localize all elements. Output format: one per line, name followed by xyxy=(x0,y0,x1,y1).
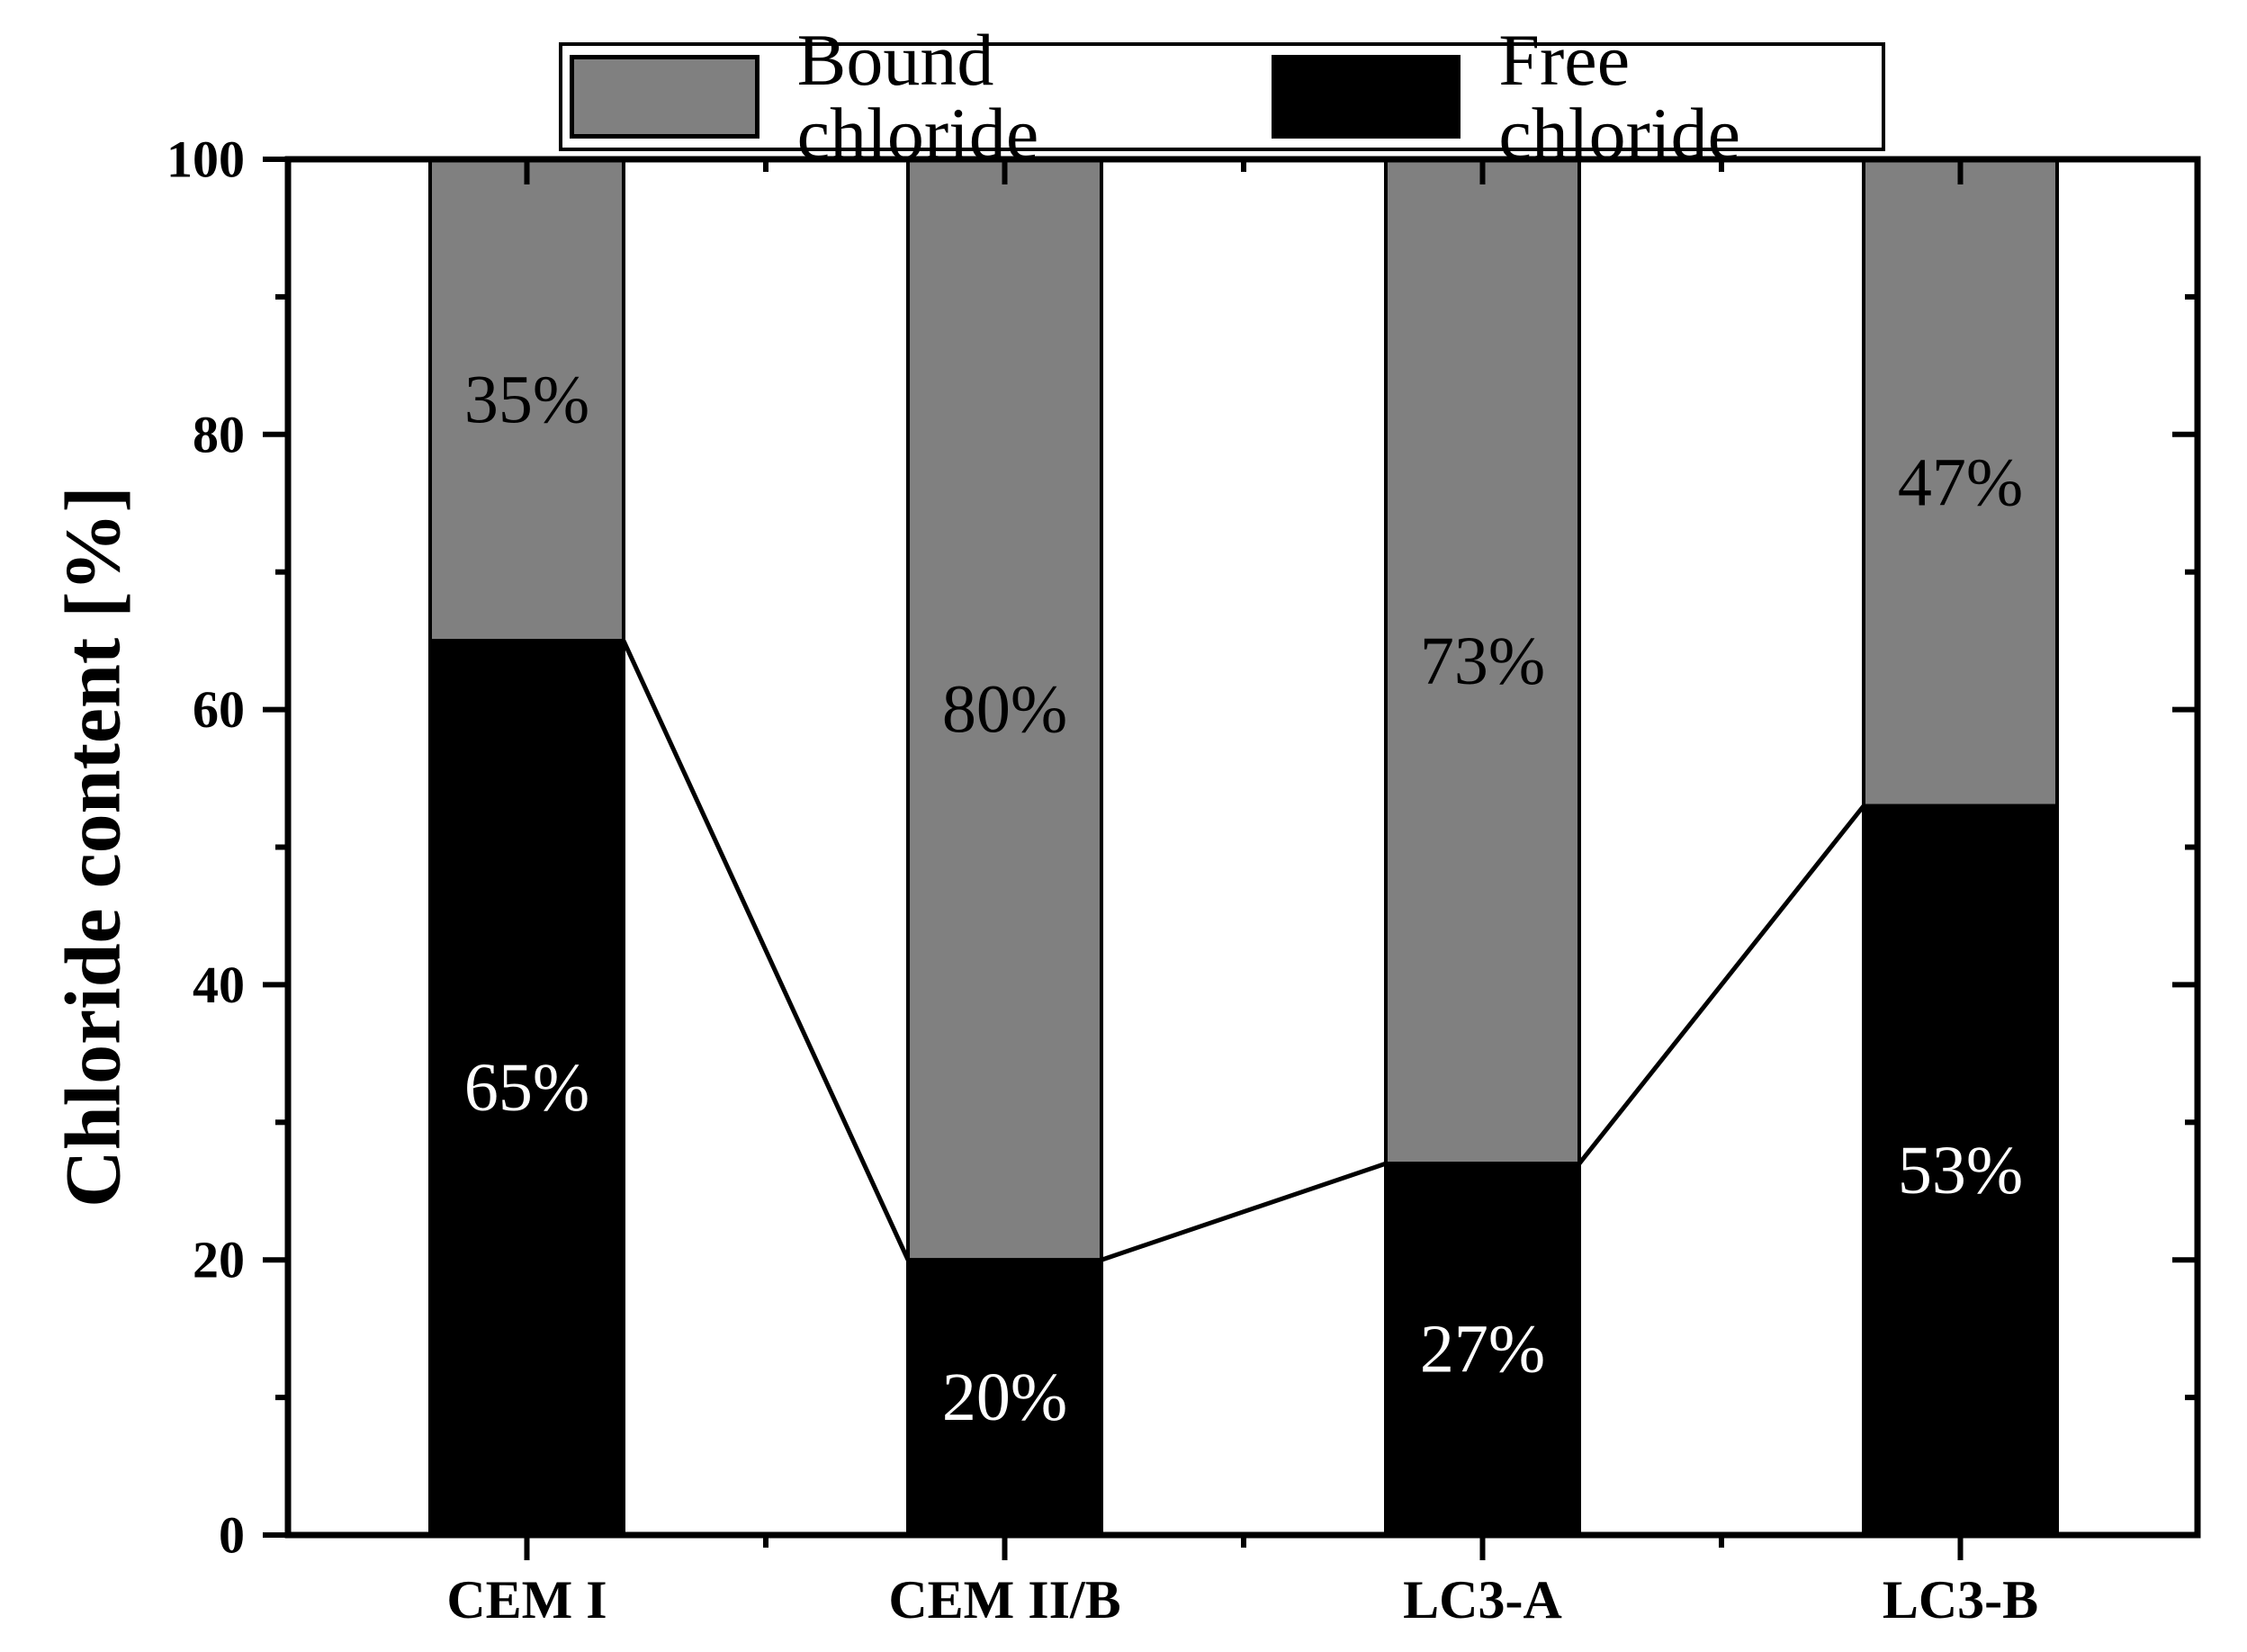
bar-label-free-1: 20% xyxy=(942,1360,1067,1435)
legend-label-1: Free chloride xyxy=(1498,18,1741,175)
bar-segment-free-0 xyxy=(428,639,625,1537)
bar-label-bound-2: 73% xyxy=(1420,624,1545,699)
y-tick-label-0: 0 xyxy=(219,1506,245,1565)
bar-label-bound-0: 35% xyxy=(464,363,589,438)
y-tick-label-20: 20 xyxy=(193,1231,245,1289)
category-label-2: LC3-A xyxy=(1403,1570,1562,1630)
connector-line-2 xyxy=(1577,804,1865,1165)
legend-label-0: Bound chloride xyxy=(796,18,1039,175)
bar-label-free-2: 27% xyxy=(1420,1312,1545,1387)
bar-segment-bound-0 xyxy=(428,157,625,643)
bar-segment-free-1 xyxy=(906,1258,1103,1537)
category-label-1: CEM II/B xyxy=(888,1570,1120,1630)
legend-swatch-icon-1 xyxy=(1271,55,1461,139)
bar-label-bound-3: 47% xyxy=(1898,444,2023,520)
legend: Bound chloride Free chloride xyxy=(559,22,1885,170)
bar-segment-bound-2 xyxy=(1384,157,1581,1166)
bar-segment-free-3 xyxy=(1862,804,2059,1537)
category-label-0: CEM I xyxy=(446,1570,607,1630)
legend-item-1: Free chloride xyxy=(1271,18,1882,175)
bar-label-bound-1: 80% xyxy=(942,672,1067,748)
y-tick-label-40: 40 xyxy=(193,956,245,1014)
bar-label-free-0: 65% xyxy=(464,1050,589,1126)
y-tick-label-100: 100 xyxy=(166,130,245,189)
bar-label-free-3: 53% xyxy=(1898,1133,2023,1208)
legend-item-0: Bound chloride xyxy=(570,18,1245,175)
y-tick-label-60: 60 xyxy=(193,680,245,739)
bar-segment-free-2 xyxy=(1384,1162,1581,1538)
connector-line-1 xyxy=(1101,1161,1387,1262)
legend-swatch-icon-0 xyxy=(570,55,759,139)
y-tick-label-80: 80 xyxy=(193,405,245,463)
connector-line-0 xyxy=(621,640,911,1261)
category-label-3: LC3-B xyxy=(1883,1570,2038,1630)
